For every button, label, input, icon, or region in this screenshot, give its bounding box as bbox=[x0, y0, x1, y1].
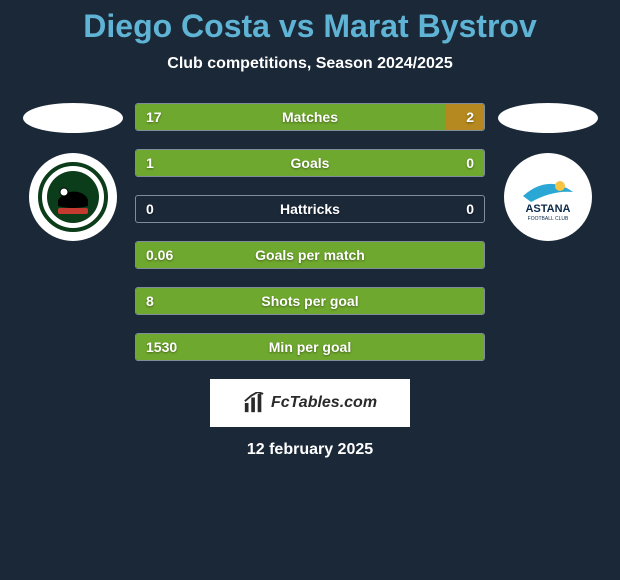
date-label: 12 february 2025 bbox=[0, 441, 620, 459]
stat-value-right: 0 bbox=[466, 196, 474, 222]
stat-label: Shots per goal bbox=[136, 288, 484, 314]
stat-row: Shots per goal8 bbox=[135, 287, 485, 315]
stat-value-right: 2 bbox=[466, 104, 474, 130]
stats-bars: Matches172Goals10Hattricks00Goals per ma… bbox=[135, 103, 485, 361]
club-badge-right: ASTANA FOOTBALL CLUB bbox=[504, 153, 592, 241]
stat-label: Goals per match bbox=[136, 242, 484, 268]
watermark-text: FcTables.com bbox=[271, 394, 377, 412]
player-right-avatar bbox=[498, 103, 598, 133]
stat-label: Matches bbox=[136, 104, 484, 130]
stat-value-left: 17 bbox=[146, 104, 162, 130]
bar-chart-icon bbox=[243, 392, 265, 414]
svg-text:ASTANA: ASTANA bbox=[525, 203, 570, 215]
watermark: FcTables.com bbox=[210, 379, 410, 427]
comparison-layout: Matches172Goals10Hattricks00Goals per ma… bbox=[0, 103, 620, 361]
svg-text:FOOTBALL CLUB: FOOTBALL CLUB bbox=[527, 216, 568, 222]
page-title: Diego Costa vs Marat Bystrov bbox=[0, 8, 620, 45]
stat-value-left: 8 bbox=[146, 288, 154, 314]
krasnodar-badge-icon bbox=[38, 162, 108, 232]
player-left-column bbox=[20, 103, 125, 241]
stat-value-left: 1530 bbox=[146, 334, 177, 360]
astana-badge-icon: ASTANA FOOTBALL CLUB bbox=[513, 162, 583, 232]
stat-value-left: 1 bbox=[146, 150, 154, 176]
stat-row: Matches17 2 bbox=[135, 103, 485, 131]
comparison-infographic: Diego Costa vs Marat Bystrov Club compet… bbox=[0, 0, 620, 459]
club-badge-left bbox=[29, 153, 117, 241]
stat-value-left: 0.06 bbox=[146, 242, 173, 268]
stat-label: Hattricks bbox=[136, 196, 484, 222]
player-right-column: ASTANA FOOTBALL CLUB bbox=[495, 103, 600, 241]
stat-label: Goals bbox=[136, 150, 484, 176]
stat-value-left: 0 bbox=[146, 196, 154, 222]
stat-row: Min per goal1530 bbox=[135, 333, 485, 361]
stat-value-right: 0 bbox=[466, 150, 474, 176]
stat-label: Min per goal bbox=[136, 334, 484, 360]
player-left-avatar bbox=[23, 103, 123, 133]
subtitle: Club competitions, Season 2024/2025 bbox=[0, 55, 620, 73]
stat-row: Goals per match0.06 bbox=[135, 241, 485, 269]
stat-row: Hattricks0 0 bbox=[135, 195, 485, 223]
stat-row: Goals1 0 bbox=[135, 149, 485, 177]
